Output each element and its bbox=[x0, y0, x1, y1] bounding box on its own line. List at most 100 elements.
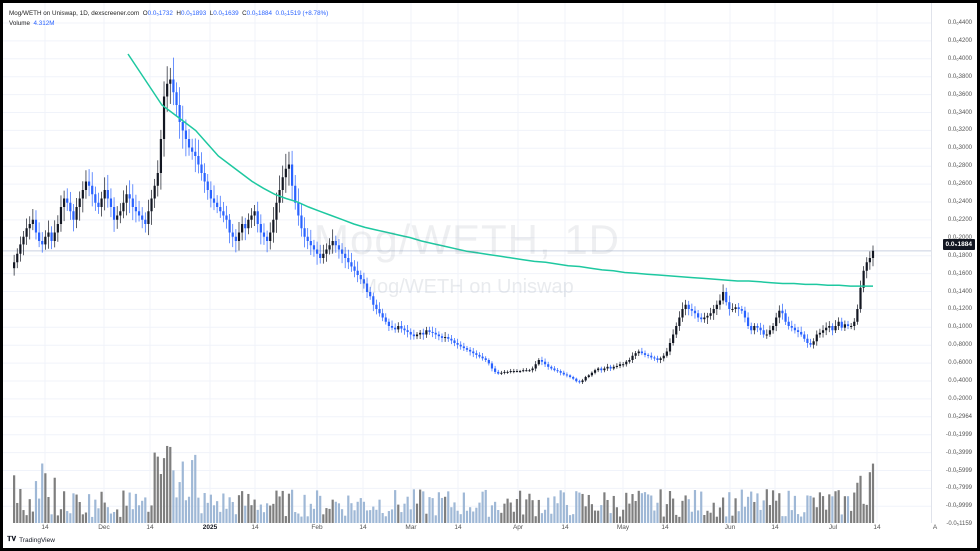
volume-bar bbox=[575, 491, 578, 523]
volume-bar bbox=[522, 514, 525, 523]
candle-body bbox=[721, 292, 725, 301]
volume-bar bbox=[640, 493, 643, 523]
volume-bar bbox=[387, 511, 391, 523]
volume-bar bbox=[862, 503, 865, 523]
volume-bar bbox=[675, 514, 678, 523]
candle-body bbox=[137, 211, 141, 216]
volume-label[interactable]: Volume bbox=[9, 20, 31, 27]
candle-body bbox=[319, 253, 322, 258]
candle-body bbox=[803, 334, 806, 339]
candle-body bbox=[871, 250, 875, 258]
candle-body bbox=[840, 321, 843, 328]
volume-bar bbox=[50, 514, 53, 523]
volume-bar bbox=[856, 482, 859, 523]
volume-bar bbox=[191, 460, 194, 523]
volume-bar bbox=[728, 492, 731, 523]
candle-body bbox=[831, 326, 834, 331]
candle-body bbox=[372, 296, 375, 305]
volume-bar bbox=[615, 507, 618, 523]
candle-body bbox=[300, 215, 303, 229]
volume-bar bbox=[600, 505, 603, 523]
tradingview-logo[interactable]: 𝐓𝐕 TradingView bbox=[7, 536, 55, 544]
candle-body bbox=[97, 202, 100, 207]
volume-bar bbox=[731, 515, 734, 523]
price-tick: 0.0₆1800 bbox=[947, 252, 972, 259]
price-axis[interactable]: 0.0₆4400 0.0₆4200 0.0₆4000 0.0₆3800 0.0₆3600… bbox=[931, 3, 977, 527]
candle-body bbox=[94, 194, 97, 203]
candle-body bbox=[166, 83, 169, 97]
candle-body bbox=[356, 270, 359, 275]
volume-bar bbox=[128, 492, 131, 523]
price-tick: -0.0₆1999 bbox=[945, 431, 972, 438]
volume-bar bbox=[231, 501, 234, 523]
candle-body bbox=[262, 232, 266, 237]
volume-bar bbox=[209, 494, 212, 523]
candle-body bbox=[269, 232, 272, 241]
candle-body bbox=[806, 338, 809, 343]
candle-body bbox=[618, 364, 622, 366]
candle-body bbox=[528, 370, 531, 372]
candle-body bbox=[62, 198, 66, 207]
symbol-line[interactable]: Mog/WETH on Uniswap, 1D, dexscreener.com bbox=[9, 10, 140, 17]
volume-bar bbox=[634, 500, 637, 523]
candle-body bbox=[422, 332, 425, 335]
candle-body bbox=[419, 332, 422, 335]
volume-bar bbox=[625, 492, 628, 523]
candle-body bbox=[834, 326, 837, 331]
candle-body bbox=[459, 344, 462, 347]
volume-bar bbox=[13, 475, 16, 523]
volume-bar bbox=[684, 495, 687, 523]
volume-bar bbox=[262, 512, 266, 523]
volume-bar bbox=[434, 515, 437, 523]
volume-bar bbox=[606, 499, 609, 523]
volume-bar bbox=[700, 491, 703, 523]
candle-body bbox=[365, 283, 369, 292]
candle-body bbox=[19, 244, 22, 254]
volume-bar bbox=[337, 503, 341, 523]
time-axis[interactable]: 14 Dec 14 2025 14 Feb 14 Mar 14 Apr 14 May 14 Jun 14 Ju… bbox=[3, 523, 937, 535]
volume-bar bbox=[72, 493, 75, 523]
price-chart[interactable] bbox=[3, 3, 931, 523]
candle-body bbox=[428, 330, 431, 332]
candle-body bbox=[537, 360, 540, 365]
volume-bar bbox=[184, 500, 187, 523]
volume-bar bbox=[469, 507, 472, 523]
time-tick: 14 bbox=[41, 524, 49, 531]
volume-bar bbox=[500, 512, 503, 523]
volume-bar bbox=[718, 507, 722, 523]
time-tick: Jul bbox=[828, 524, 838, 531]
volume-bar bbox=[75, 494, 78, 523]
candle-body bbox=[612, 366, 615, 369]
candle-body bbox=[634, 353, 637, 356]
volume-bar bbox=[562, 492, 565, 523]
candle-body bbox=[103, 190, 106, 199]
volume-bar bbox=[87, 494, 91, 523]
volume-bar bbox=[397, 504, 400, 523]
candle-body bbox=[625, 361, 628, 365]
volume-bar bbox=[237, 495, 241, 523]
candle-body bbox=[522, 370, 525, 372]
volume-bar bbox=[353, 510, 356, 523]
volume-bar bbox=[141, 500, 144, 523]
volume-bar bbox=[540, 513, 544, 523]
volume-bar bbox=[219, 511, 222, 523]
volume-bar bbox=[328, 508, 331, 523]
candle-body bbox=[203, 173, 206, 182]
candle-body bbox=[116, 215, 119, 220]
time-tick: 14 bbox=[454, 524, 462, 531]
volume-bar bbox=[578, 492, 581, 523]
candle-body bbox=[647, 354, 650, 356]
candle-body bbox=[609, 366, 612, 369]
volume-bar bbox=[653, 510, 656, 523]
candle-body bbox=[437, 334, 440, 337]
volume-bar bbox=[62, 491, 66, 523]
volume-bar bbox=[806, 495, 809, 523]
candle-body bbox=[681, 309, 684, 318]
volume-bar bbox=[315, 490, 319, 523]
close-value: 0.0₅1884 bbox=[246, 10, 272, 17]
candle-body bbox=[678, 317, 681, 326]
watermark-exchange: Mog/WETH on Uniswap bbox=[360, 276, 574, 298]
volume-bar bbox=[78, 502, 81, 523]
price-tick: 0.0₇6000 bbox=[948, 360, 972, 367]
brand-label: TradingView bbox=[19, 536, 55, 544]
